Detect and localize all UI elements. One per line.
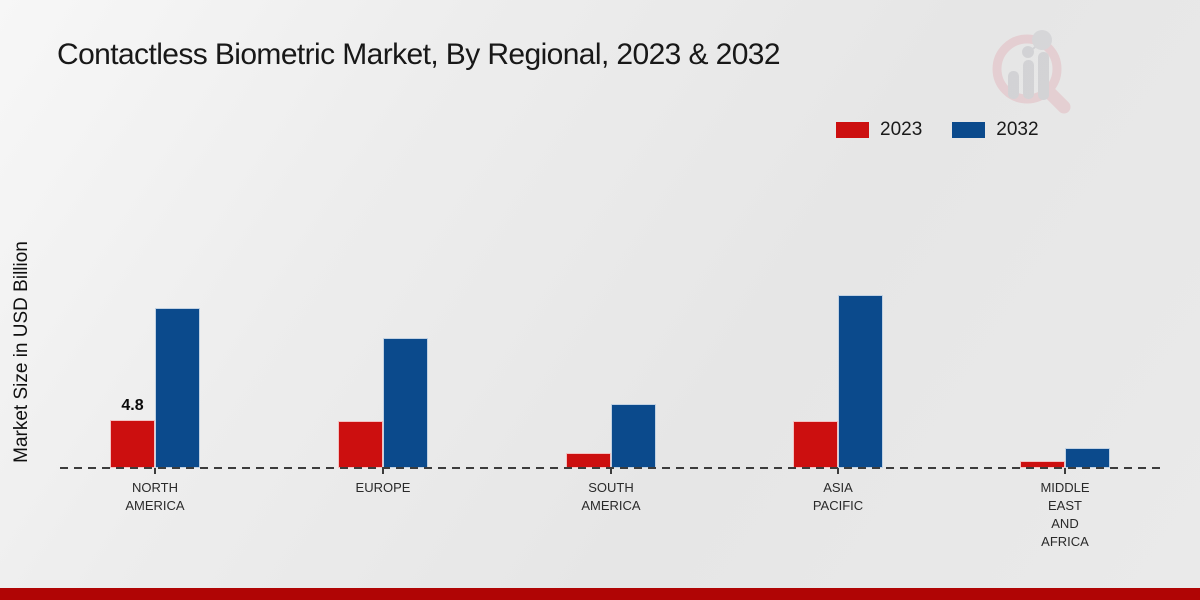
- legend: 2023 2032: [836, 119, 1039, 141]
- bar-value-label-2023-north-america: 4.8: [121, 397, 144, 414]
- y-axis-label: Market Size in USD Billion: [11, 241, 32, 463]
- category-label-south-america: SOUTH AMERICA: [581, 480, 641, 513]
- legend-swatch-2032: [952, 122, 986, 138]
- bar-2032-europe: [383, 338, 428, 468]
- bar-2032-south-america: [611, 404, 656, 468]
- legend-label-2032: 2032: [996, 119, 1039, 140]
- footer-accent-band: [0, 588, 1200, 600]
- bar-2032-middle-east-and-africa: [1065, 448, 1110, 468]
- axis-tick-asia-pacific: [837, 468, 839, 474]
- bar-2023-south-america: [566, 453, 611, 468]
- bar-2023-europe: [338, 421, 383, 468]
- chart-title: Contactless Biometric Market, By Regiona…: [57, 38, 781, 71]
- category-label-middle-east-and-africa: MIDDLE EAST AND AFRICA: [1040, 480, 1090, 549]
- bar-2032-asia-pacific: [838, 295, 883, 468]
- legend-item-2032: 2032: [952, 119, 1039, 141]
- axis-tick-europe: [382, 468, 384, 474]
- magnifier-bar-chart-logo-icon: [992, 30, 1071, 114]
- category-label-north-america: NORTH AMERICA: [125, 480, 185, 513]
- legend-swatch-2023: [836, 122, 869, 138]
- axis-tick-north-america: [154, 468, 156, 474]
- legend-item-2023: 2023: [836, 119, 922, 141]
- legend-label-2023: 2023: [880, 119, 923, 140]
- bar-2032-north-america: [155, 308, 200, 468]
- axis-tick-middle-east-and-africa: [1064, 468, 1066, 474]
- bar-2023-north-america: [110, 420, 155, 468]
- category-label-asia-pacific: ASIA PACIFIC: [812, 480, 864, 513]
- category-label-europe: EUROPE: [355, 480, 411, 495]
- bar-2023-asia-pacific: [793, 421, 838, 468]
- axis-tick-south-america: [610, 468, 612, 474]
